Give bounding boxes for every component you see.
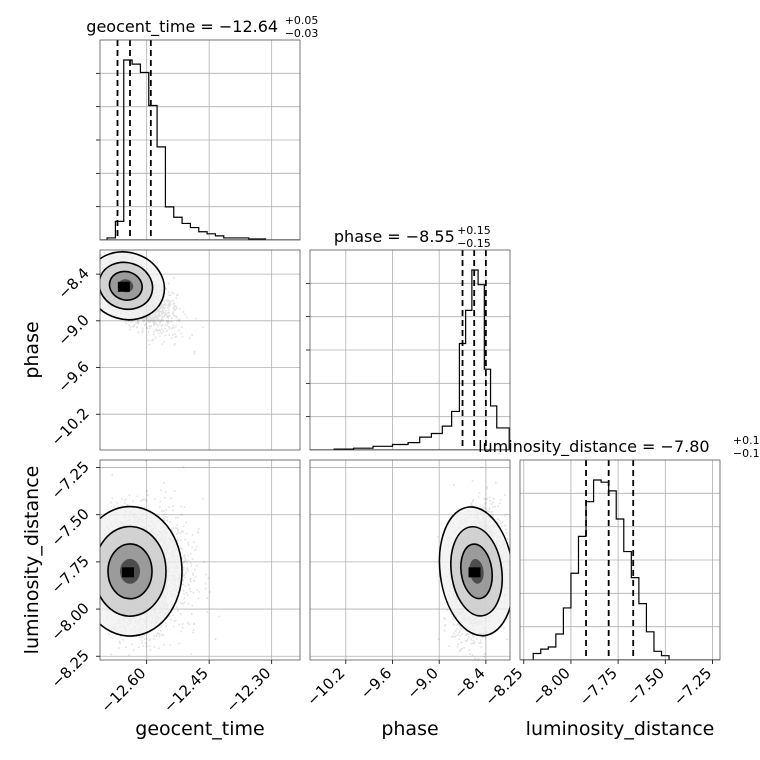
title-main: geocent_time = −12.64 xyxy=(86,17,278,37)
title-plus: +0.05 xyxy=(285,14,319,27)
y-tick-label: −7.25 xyxy=(48,458,93,503)
x-tick-label: −7.50 xyxy=(623,664,668,709)
title-plus: +0.15 xyxy=(457,224,491,237)
x-tick-label: −8.25 xyxy=(481,664,526,709)
density-peak xyxy=(468,567,481,578)
axes-frame xyxy=(99,39,301,241)
axes-frame xyxy=(309,459,511,661)
x-tick-label: −9.0 xyxy=(404,664,442,702)
histogram-luminosity_distance xyxy=(532,479,670,660)
density-peak xyxy=(117,281,130,292)
y-tick-label: −8.25 xyxy=(48,646,93,691)
density-peak xyxy=(122,567,134,578)
title-plus: +0.13 xyxy=(733,434,760,447)
axes-frame xyxy=(519,459,721,661)
x-tick-label: −7.25 xyxy=(670,664,715,709)
x-tick-label: −10.2 xyxy=(303,664,348,709)
title-geocent_time: geocent_time = −12.64 +0.05−0.03 xyxy=(86,14,318,40)
x-axis-label-luminosity_distance: luminosity_distance xyxy=(526,718,715,740)
title-main: phase = −8.55 xyxy=(334,227,455,246)
axes-frame xyxy=(309,249,511,451)
y-tick-label: −8.00 xyxy=(48,599,93,644)
y-tick-label: −9.6 xyxy=(54,358,92,396)
title-luminosity_distance: luminosity_distance = −7.80 +0.13−0.12 xyxy=(478,434,760,460)
y-tick-label: −7.50 xyxy=(48,505,93,550)
title-phase: phase = −8.55 +0.15−0.15 xyxy=(334,224,491,250)
axes-frame xyxy=(99,249,301,451)
scatter-points xyxy=(100,460,221,656)
x-tick-label: −12.30 xyxy=(223,664,275,716)
x-tick-label: −9.6 xyxy=(357,664,395,702)
y-tick-label: −10.2 xyxy=(48,404,93,449)
histogram-geocent_time xyxy=(106,59,267,240)
axes-frame xyxy=(99,459,301,661)
x-axis-label-geocent_time: geocent_time xyxy=(135,718,264,740)
y-tick-label: −7.75 xyxy=(48,552,93,597)
title-main: luminosity_distance = −7.80 xyxy=(478,437,709,457)
y-axis-label-phase: phase xyxy=(21,321,43,378)
x-tick-label: −12.45 xyxy=(160,664,212,716)
title-minus: −0.15 xyxy=(457,237,491,250)
x-tick-label: −12.60 xyxy=(98,664,150,716)
title-minus: −0.03 xyxy=(285,27,319,40)
x-tick-label: −7.75 xyxy=(576,664,621,709)
y-tick-label: −9.0 xyxy=(54,311,92,349)
histogram-phase xyxy=(333,269,510,450)
title-minus: −0.12 xyxy=(733,447,760,460)
scatter-points xyxy=(437,466,510,660)
y-axis-label-luminosity_distance: luminosity_distance xyxy=(21,466,43,655)
x-tick-label: −8.00 xyxy=(529,664,574,709)
x-axis-label-phase: phase xyxy=(381,718,438,740)
y-tick-label: −8.4 xyxy=(54,264,92,302)
scatter-points xyxy=(100,250,204,355)
